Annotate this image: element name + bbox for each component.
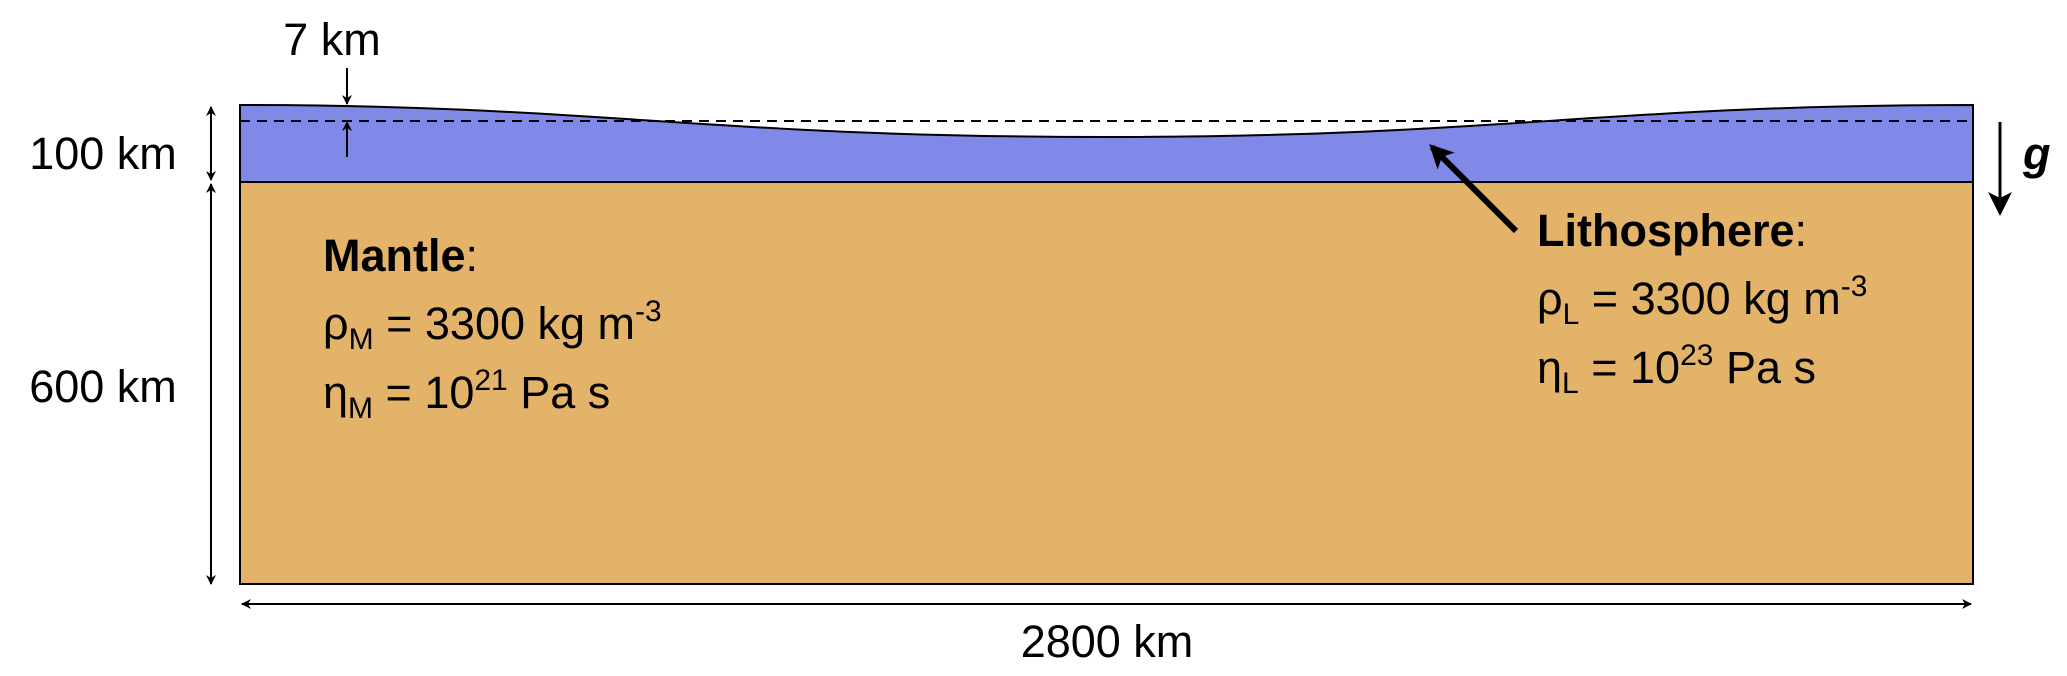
text: = 3300 kg m xyxy=(1579,273,1840,324)
superscript: -3 xyxy=(1841,270,1868,303)
pointer-arrow xyxy=(1429,144,1519,234)
symbol: η xyxy=(1537,342,1562,393)
text: = 3300 kg m xyxy=(374,298,635,349)
title: Mantle xyxy=(323,230,466,281)
lithosphere-layer xyxy=(239,103,1974,183)
dimension-label: 600 km xyxy=(29,361,177,412)
subscript: M xyxy=(349,323,374,356)
superscript: 23 xyxy=(1680,339,1713,372)
symbol: η xyxy=(323,367,348,418)
subscript: L xyxy=(1563,298,1580,331)
text: = 10 xyxy=(373,367,474,418)
superscript: -3 xyxy=(635,295,662,328)
lithosphere-properties: Lithosphere:ρL = 3300 kg m-3ηL = 1023 Pa… xyxy=(1537,205,1867,400)
symbol: ρ xyxy=(323,298,349,349)
density-line: ρM = 3300 kg m-3 xyxy=(323,295,662,356)
title-suffix: : xyxy=(1795,205,1808,256)
subscript: L xyxy=(1562,367,1579,400)
viscosity-line: ηM = 1021 Pa s xyxy=(323,364,610,425)
symbol: ρ xyxy=(1537,273,1563,324)
dimension-label: 100 km xyxy=(29,128,177,179)
block-title: Lithosphere: xyxy=(1537,205,1807,256)
subscript: M xyxy=(348,392,373,425)
block-title: Mantle: xyxy=(323,230,478,281)
superscript: 21 xyxy=(474,364,507,397)
unit: Pa s xyxy=(508,367,611,418)
dimension-label: 2800 km xyxy=(1021,616,1194,667)
viscosity-line: ηL = 1023 Pa s xyxy=(1537,339,1816,400)
dimension-label: 7 km xyxy=(283,14,381,65)
title: Lithosphere xyxy=(1537,205,1795,256)
mantle-layer xyxy=(239,181,1974,585)
unit: Pa s xyxy=(1713,342,1816,393)
title-suffix: : xyxy=(466,230,479,281)
text: = 10 xyxy=(1579,342,1680,393)
mantle-properties: Mantle:ρM = 3300 kg m-3ηM = 1021 Pa s xyxy=(323,230,662,425)
density-line: ρL = 3300 kg m-3 xyxy=(1537,270,1867,331)
gravity-label: g xyxy=(2022,128,2051,179)
